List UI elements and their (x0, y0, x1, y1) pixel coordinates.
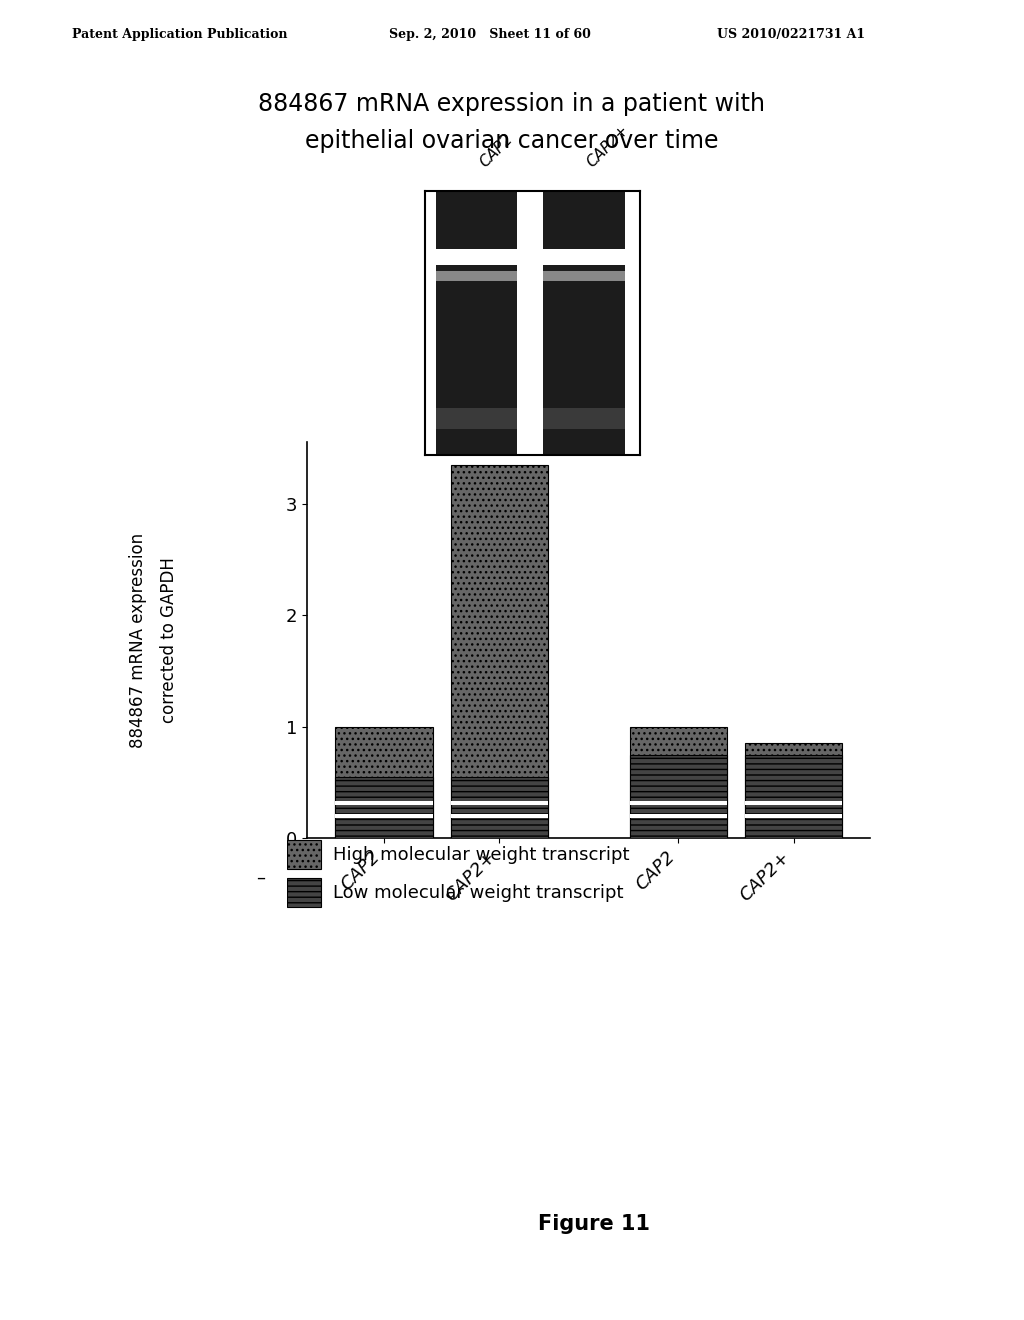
Text: Sep. 2, 2010   Sheet 11 of 60: Sep. 2, 2010 Sheet 11 of 60 (389, 28, 591, 41)
Bar (451, 465, 548, 838)
Bar (543, 271, 625, 281)
Text: Figure 11: Figure 11 (538, 1214, 650, 1234)
Bar (630, 755, 727, 838)
Text: –: – (256, 869, 265, 887)
Text: CAP2+: CAP2+ (584, 123, 632, 170)
Text: epithelial ovarian cancer over time: epithelial ovarian cancer over time (305, 129, 719, 153)
Bar (745, 814, 843, 818)
Bar (517, 191, 543, 455)
Bar (630, 801, 727, 805)
Bar (451, 814, 548, 818)
Bar (543, 191, 625, 455)
Bar (543, 408, 625, 429)
Bar (745, 743, 843, 838)
Bar (436, 271, 517, 281)
Text: US 2010/0221731 A1: US 2010/0221731 A1 (717, 28, 865, 41)
Bar (336, 814, 433, 818)
Bar (287, 840, 321, 869)
Bar (436, 249, 517, 265)
Bar (630, 814, 727, 818)
Text: High molecular weight transcript: High molecular weight transcript (333, 846, 630, 863)
Bar (436, 408, 517, 429)
Bar (630, 726, 727, 838)
Text: CAP2: CAP2 (476, 132, 515, 170)
Bar (745, 755, 843, 838)
Bar (287, 878, 321, 907)
Bar (336, 801, 433, 805)
Text: 884867 mRNA expression in a patient with: 884867 mRNA expression in a patient with (258, 92, 766, 116)
Text: Patent Application Publication: Patent Application Publication (72, 28, 287, 41)
Bar (451, 777, 548, 838)
Bar (745, 801, 843, 805)
Bar (336, 726, 433, 838)
Text: Low molecular weight transcript: Low molecular weight transcript (333, 884, 624, 902)
Bar (336, 777, 433, 838)
Bar (543, 249, 625, 265)
Bar (451, 801, 548, 805)
Text: corrected to GAPDH: corrected to GAPDH (160, 557, 178, 723)
Bar (436, 191, 517, 455)
Text: 884867 mRNA expression: 884867 mRNA expression (129, 533, 147, 747)
